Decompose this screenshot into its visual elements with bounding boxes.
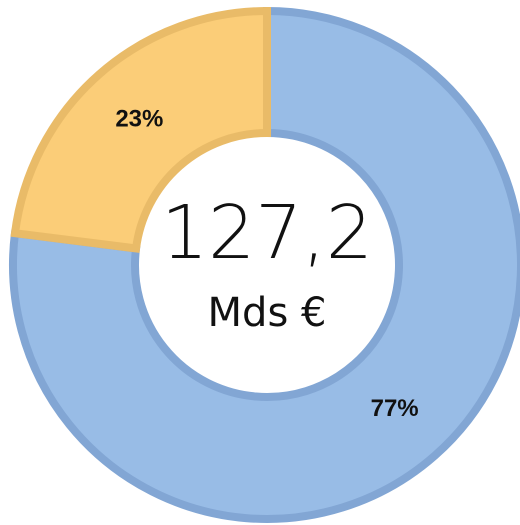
slice [9, 6, 520, 523]
slices [9, 6, 520, 523]
value-label: 23% [115, 106, 163, 133]
slice [10, 6, 271, 253]
center-unit: Mds € [208, 290, 327, 336]
center-value: 127,2 [161, 190, 373, 276]
value-label: 77% [371, 395, 419, 422]
